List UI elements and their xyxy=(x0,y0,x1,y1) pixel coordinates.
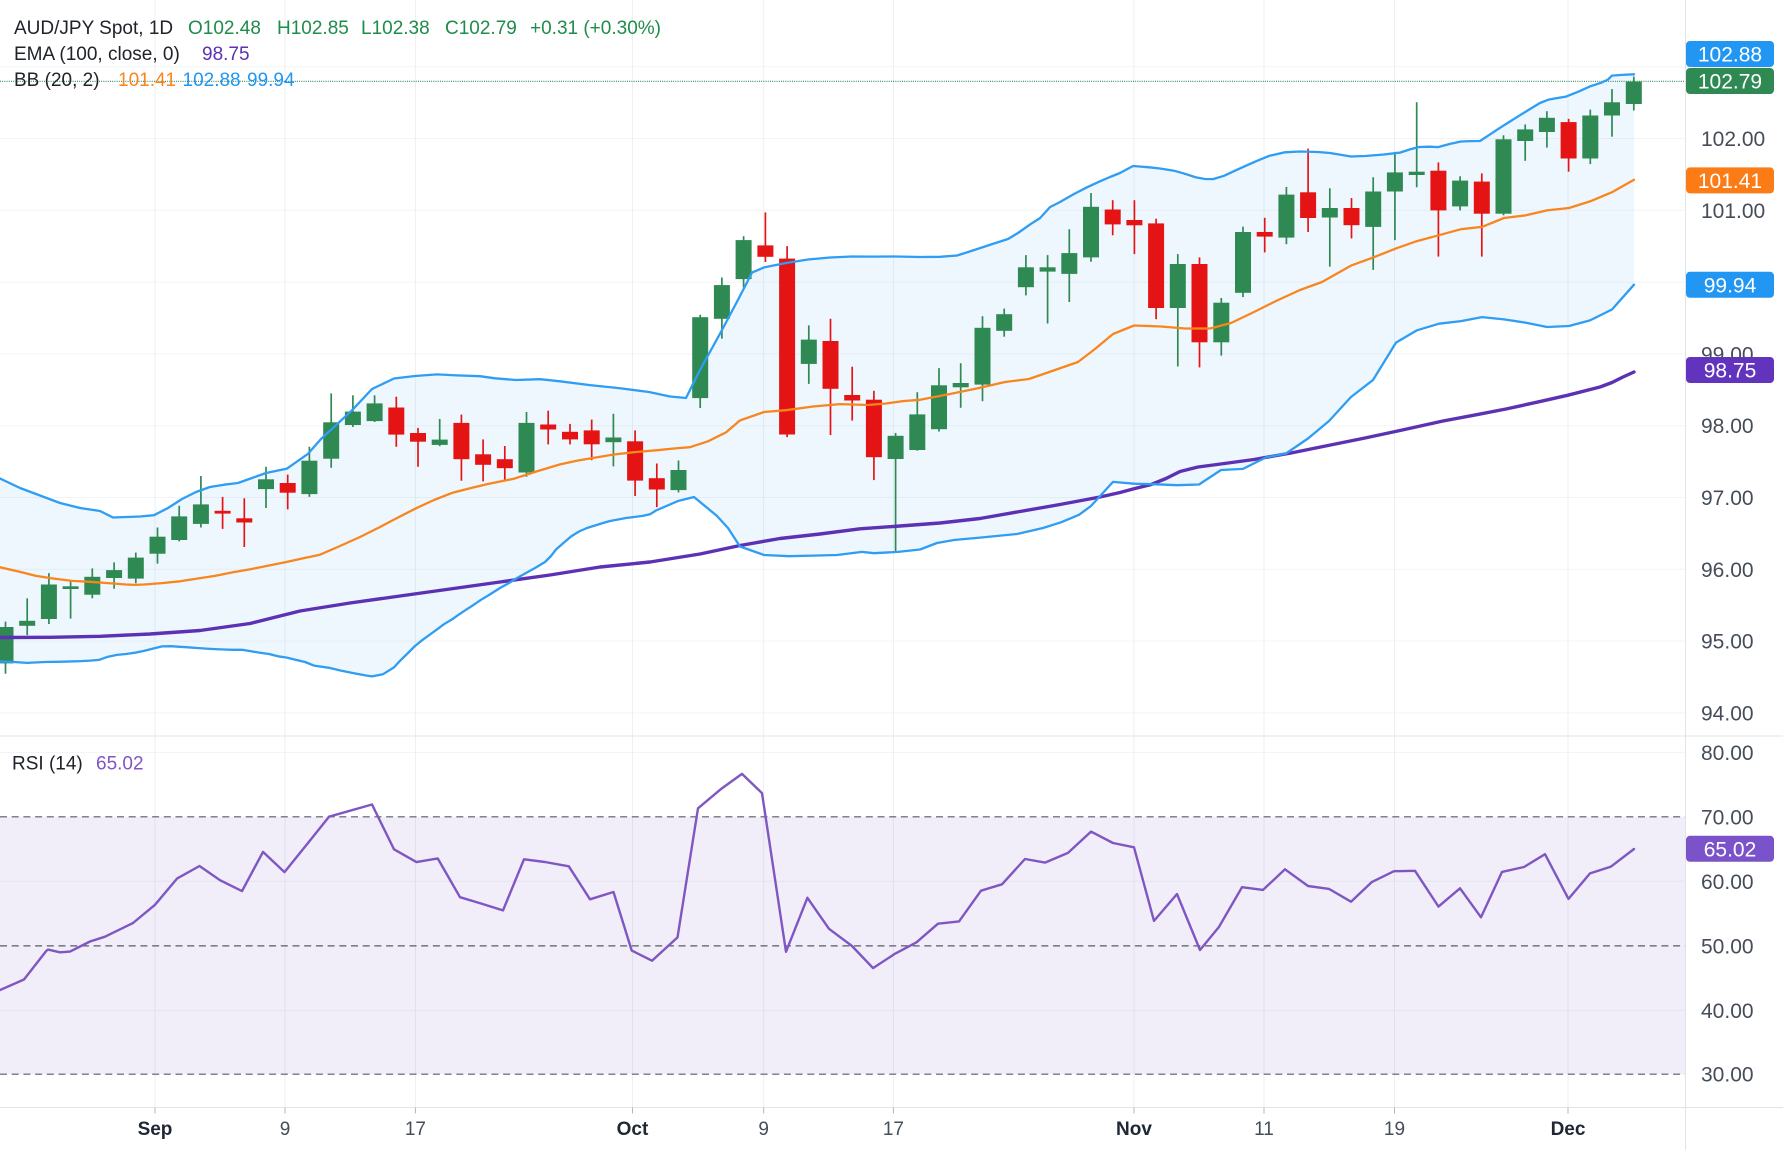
svg-text:40.00: 40.00 xyxy=(1701,1000,1754,1023)
svg-text:Sep: Sep xyxy=(138,1119,173,1140)
svg-text:101.41: 101.41 xyxy=(1698,170,1762,193)
svg-text:102.00: 102.00 xyxy=(1701,128,1765,151)
svg-text:102.79: 102.79 xyxy=(1698,71,1762,94)
svg-text:95.00: 95.00 xyxy=(1701,631,1754,654)
svg-text:C102.79: C102.79 xyxy=(445,18,517,39)
svg-text:30.00: 30.00 xyxy=(1701,1064,1754,1087)
svg-text:9: 9 xyxy=(280,1119,291,1140)
svg-text:96.00: 96.00 xyxy=(1701,559,1754,582)
svg-text:99.94: 99.94 xyxy=(1704,274,1757,297)
svg-text:11: 11 xyxy=(1254,1119,1274,1140)
svg-text:L102.38: L102.38 xyxy=(361,18,430,39)
svg-text:Dec: Dec xyxy=(1551,1119,1586,1140)
svg-text:H102.85: H102.85 xyxy=(277,18,349,39)
svg-text:94.00: 94.00 xyxy=(1701,702,1754,725)
svg-text:19: 19 xyxy=(1384,1119,1405,1140)
svg-text:101.00: 101.00 xyxy=(1701,200,1765,223)
svg-text:99.94: 99.94 xyxy=(247,70,295,91)
svg-text:9: 9 xyxy=(758,1119,769,1140)
svg-text:102.88: 102.88 xyxy=(183,70,241,91)
svg-text:98.00: 98.00 xyxy=(1701,415,1754,438)
svg-text:O102.48: O102.48 xyxy=(188,18,261,39)
svg-text:EMA (100, close, 0): EMA (100, close, 0) xyxy=(14,44,180,65)
svg-text:50.00: 50.00 xyxy=(1701,935,1754,958)
svg-text:17: 17 xyxy=(405,1119,426,1140)
svg-text:70.00: 70.00 xyxy=(1701,806,1754,829)
svg-text:101.41: 101.41 xyxy=(118,70,176,91)
svg-text:17: 17 xyxy=(883,1119,904,1140)
svg-text:AUD/JPY Spot, 1D: AUD/JPY Spot, 1D xyxy=(14,18,173,39)
svg-text:98.75: 98.75 xyxy=(1704,360,1757,383)
svg-text:Oct: Oct xyxy=(617,1119,649,1140)
svg-text:RSI (14): RSI (14) xyxy=(12,754,83,775)
svg-text:+0.31 (+0.30%): +0.31 (+0.30%) xyxy=(530,18,661,39)
svg-text:60.00: 60.00 xyxy=(1701,871,1754,894)
svg-text:97.00: 97.00 xyxy=(1701,487,1754,510)
svg-text:65.02: 65.02 xyxy=(96,754,144,775)
svg-text:102.88: 102.88 xyxy=(1698,44,1762,67)
svg-text:98.75: 98.75 xyxy=(202,44,250,65)
svg-text:BB (20, 2): BB (20, 2) xyxy=(14,70,100,91)
svg-text:Nov: Nov xyxy=(1116,1119,1152,1140)
svg-text:80.00: 80.00 xyxy=(1701,742,1754,765)
svg-text:65.02: 65.02 xyxy=(1704,838,1757,861)
